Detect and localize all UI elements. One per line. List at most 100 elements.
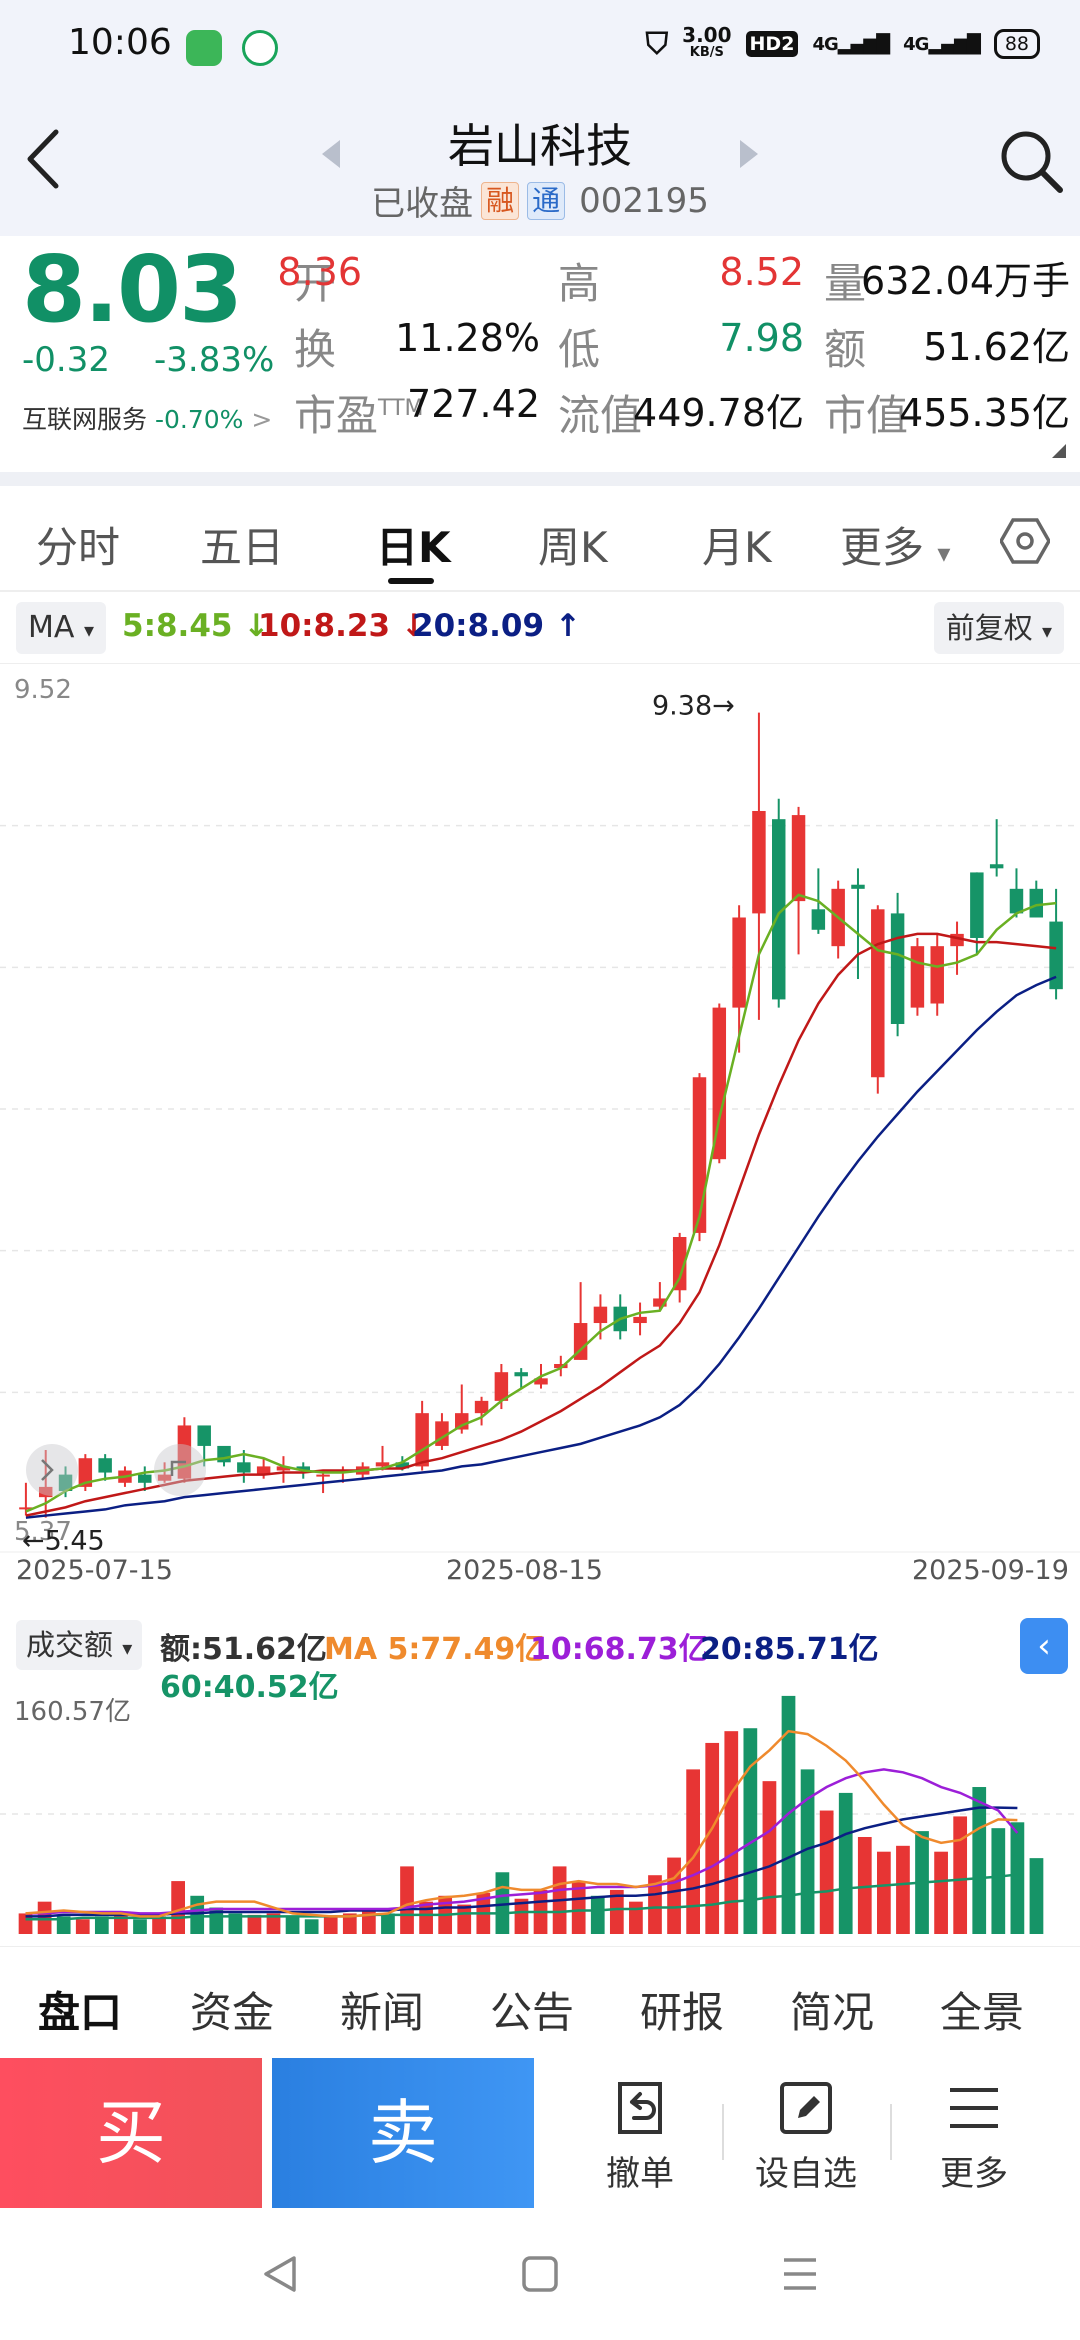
tab-profile[interactable]: 简况	[790, 1988, 875, 2037]
candle-body	[554, 1364, 568, 1369]
more-actions-button[interactable]: 更多	[904, 2078, 1044, 2195]
candle-body	[732, 917, 746, 1008]
tab-overview[interactable]: 全景	[940, 1988, 1025, 2037]
quote-panel: 8.03 -0.32 -3.83% 互联网服务 -0.70% > 开 8.36 …	[0, 236, 1080, 472]
buy-button[interactable]: 买	[0, 2058, 262, 2208]
amount-ma10: 10:68.73亿	[530, 1632, 709, 1667]
candle-body	[494, 1372, 509, 1401]
battery-icon: 88	[993, 29, 1040, 59]
tab-intraday[interactable]: 分时	[36, 523, 121, 572]
ma20-value: 20:8.09 ↑	[412, 608, 581, 644]
candle-body	[811, 909, 826, 930]
scroll-left-glyph	[41, 1459, 54, 1481]
sell-button[interactable]: 卖	[272, 2058, 534, 2208]
amount-indicator-bar: 成交额 ▾ 额:51.62亿 MA 5:77.49亿 10:68.73亿 20:…	[0, 1608, 1080, 1705]
system-nav-bar	[0, 2208, 1080, 2340]
tab-daily-k[interactable]: 日K	[376, 523, 451, 572]
ma-selector[interactable]: MA ▾	[16, 602, 106, 654]
next-stock-icon[interactable]	[738, 136, 762, 172]
candle-body	[237, 1462, 251, 1473]
candle-body	[772, 819, 786, 1000]
amount-ma5-line	[25, 1729, 1018, 1918]
nav-recents-icon[interactable]	[778, 2252, 822, 2296]
high-label: 高	[558, 259, 601, 308]
amount-bar	[381, 1913, 395, 1934]
fullscreen-icon[interactable]	[154, 1444, 206, 1496]
tab-five-day[interactable]: 五日	[200, 523, 285, 572]
amount-selector[interactable]: 成交额 ▾	[16, 1620, 143, 1670]
candle-body	[395, 1462, 410, 1469]
connect-tag: 通	[527, 181, 566, 220]
last-price: 8.03	[22, 236, 243, 343]
undo-doc-icon	[618, 2082, 662, 2134]
tab-weekly-k[interactable]: 周K	[538, 523, 608, 572]
candle-body	[276, 1466, 291, 1471]
amount-bar	[686, 1769, 700, 1934]
amount-bar	[934, 1851, 948, 1934]
volume-label: 量	[824, 259, 867, 308]
amount-bar-chart[interactable]: 160.57亿	[0, 1690, 1080, 1940]
tab-research[interactable]: 研报	[640, 1988, 725, 2037]
prev-stock-icon[interactable]	[318, 136, 342, 172]
candle-body	[752, 810, 766, 914]
tab-monthly-k[interactable]: 月K	[702, 523, 772, 572]
amount-ma10-line	[25, 1768, 1019, 1915]
stock-header: 岩山科技 已收盘 融 通 002195	[0, 96, 1080, 236]
vpn-shield-icon: ⛉	[645, 26, 669, 62]
candle-body	[78, 1458, 93, 1487]
tab-more[interactable]: 更多 ▾	[840, 523, 951, 572]
wechat-icon	[186, 30, 222, 66]
candle-body	[534, 1378, 548, 1385]
tab-order-book[interactable]: 盘口	[38, 1988, 123, 2037]
collapse-panel-icon[interactable]: ‹	[1020, 1618, 1068, 1674]
amount-bar	[209, 1907, 224, 1934]
ma5-line	[25, 893, 1057, 1513]
amount-ma-values: MA 5:77.49亿	[324, 1632, 546, 1667]
settings-hexagon-icon[interactable]	[1000, 516, 1050, 566]
cancel-order-button[interactable]: 撤单	[570, 2078, 710, 2195]
float-cap-value: 449.78亿	[633, 391, 804, 435]
tab-fund-flow[interactable]: 资金	[190, 1988, 275, 2037]
edit-square-icon	[780, 2082, 832, 2134]
low-marker: ←5.45	[22, 1526, 105, 1557]
ma-indicator-bar: MA ▾ 5:8.45 ↓ 10:8.23 ↓ 20:8.09 ↑ 前复权 ▾	[0, 594, 1080, 664]
ma20-line	[25, 975, 1057, 1519]
turnover-label: 换	[294, 325, 337, 374]
candle-body	[514, 1372, 528, 1377]
low-value: 7.98	[719, 316, 804, 360]
y-max-label: 9.52	[14, 675, 72, 705]
sector-link[interactable]: 互联网服务 -0.70% >	[22, 405, 273, 434]
amount-bar	[1010, 1822, 1025, 1934]
amount-bar	[743, 1728, 758, 1934]
amount-bar	[819, 1810, 834, 1934]
search-icon[interactable]	[994, 124, 1068, 198]
candle-body	[415, 1413, 429, 1467]
amount-bar	[400, 1866, 414, 1934]
open-label: 开	[294, 259, 337, 308]
nav-back-icon[interactable]	[258, 2252, 302, 2296]
pe-value: 727.42	[407, 382, 540, 426]
tab-news[interactable]: 新闻	[340, 1988, 425, 2037]
candlestick-chart[interactable]: 9.52 5.37 9.38→ ←5.45	[0, 664, 1080, 1604]
expand-quote-icon[interactable]	[1052, 444, 1066, 458]
candle-body	[138, 1474, 152, 1483]
stock-name: 岩山科技	[448, 119, 632, 173]
amount-bar	[629, 1901, 643, 1934]
menu-icon	[950, 2088, 998, 2128]
amount-today: 额:51.62亿	[160, 1632, 327, 1667]
price-adjust-selector[interactable]: 前复权 ▾	[933, 602, 1064, 654]
nav-home-icon[interactable]	[518, 2252, 562, 2296]
active-tab-indicator	[388, 578, 434, 584]
back-arrow-icon[interactable]	[14, 124, 74, 194]
amount-value: 51.62亿	[923, 325, 1070, 369]
volume-value: 632.04万手	[861, 259, 1070, 303]
tab-announcements[interactable]: 公告	[490, 1988, 575, 2037]
market-cap-value: 455.35亿	[899, 391, 1070, 435]
x-label-mid: 2025-08-15	[446, 1555, 603, 1586]
market-cap-label: 市值	[824, 391, 909, 440]
candle-body	[791, 815, 806, 902]
add-watchlist-button[interactable]: 设自选	[736, 2078, 876, 2195]
signal-icon-2: 4G▂▄▆█	[903, 33, 981, 55]
signal-icon-1: 4G▂▄▆█	[812, 33, 890, 55]
app-notification-icon	[242, 30, 278, 66]
